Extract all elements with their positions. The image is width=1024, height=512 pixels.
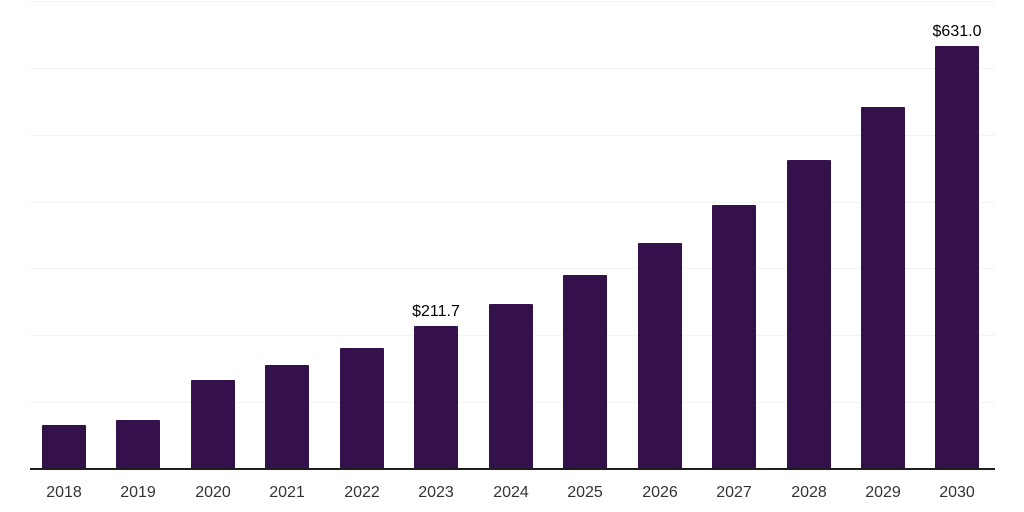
x-tick-label-2029: 2029 xyxy=(865,484,901,501)
bar-2020 xyxy=(191,380,235,468)
x-tick-label-2030: 2030 xyxy=(939,484,975,501)
gridline-500 xyxy=(30,135,995,136)
bar-2029 xyxy=(861,107,905,468)
x-tick-label-2020: 2020 xyxy=(195,484,231,501)
x-tick-label-2021: 2021 xyxy=(269,484,305,501)
bar-2028 xyxy=(787,160,831,468)
x-tick-label-2022: 2022 xyxy=(344,484,380,501)
x-axis-line xyxy=(30,468,995,470)
bar-2022 xyxy=(340,348,384,468)
bar-2025 xyxy=(563,275,607,468)
x-tick-label-2026: 2026 xyxy=(642,484,678,501)
x-tick-label-2019: 2019 xyxy=(120,484,156,501)
data-label-2023: $211.7 xyxy=(412,303,460,320)
gridline-700 xyxy=(30,1,995,2)
bar-2023 xyxy=(414,326,458,468)
gridline-300 xyxy=(30,268,995,269)
x-tick-label-2023: 2023 xyxy=(418,484,454,501)
x-tick-label-2025: 2025 xyxy=(567,484,603,501)
bar-2027 xyxy=(712,205,756,468)
bar-2018 xyxy=(42,425,86,468)
bar-2019 xyxy=(116,420,160,468)
x-tick-label-2018: 2018 xyxy=(46,484,82,501)
gridline-400 xyxy=(30,202,995,203)
x-tick-label-2028: 2028 xyxy=(791,484,827,501)
x-tick-label-2027: 2027 xyxy=(716,484,752,501)
bar-2030 xyxy=(935,46,979,468)
gridline-600 xyxy=(30,68,995,69)
data-label-2030: $631.0 xyxy=(932,23,982,40)
bar-2026 xyxy=(638,243,682,468)
bar-2021 xyxy=(265,365,309,468)
bar-2024 xyxy=(489,304,533,468)
x-tick-label-2024: 2024 xyxy=(493,484,529,501)
